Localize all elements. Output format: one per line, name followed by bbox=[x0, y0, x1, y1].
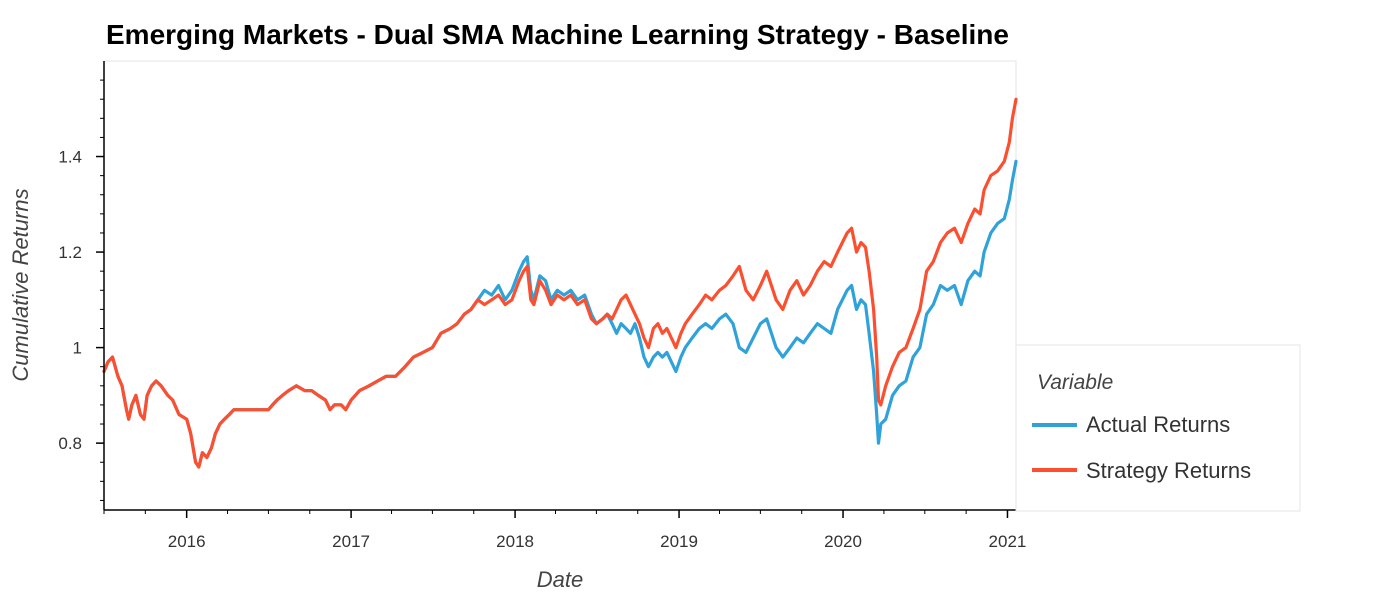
y-tick-label: 1.2 bbox=[58, 243, 82, 262]
legend-label-strategy-returns: Strategy Returns bbox=[1086, 458, 1251, 483]
x-tick-label: 2016 bbox=[168, 532, 206, 551]
y-minor-ticks bbox=[100, 79, 104, 501]
x-tick-label: 2017 bbox=[332, 532, 370, 551]
y-axis-label: Cumulative Returns bbox=[8, 188, 33, 381]
y-tick-label: 1.4 bbox=[58, 148, 82, 167]
x-minor-ticks bbox=[103, 510, 967, 514]
x-tick-label: 2021 bbox=[989, 532, 1027, 551]
series-line-strategy-returns bbox=[102, 97, 1018, 469]
y-tick-label: 1 bbox=[73, 339, 82, 358]
legend-box bbox=[1015, 344, 1301, 512]
legend-label-actual-returns: Actual Returns bbox=[1086, 412, 1230, 437]
series-layer bbox=[102, 97, 1018, 469]
y-tick-label: 0.8 bbox=[58, 434, 82, 453]
y-ticks: 0.8 1 1.2 1.4 bbox=[58, 148, 104, 453]
chart-title: Emerging Markets - Dual SMA Machine Lear… bbox=[106, 19, 1009, 50]
x-axis-label: Date bbox=[537, 567, 583, 592]
legend-title: Variable bbox=[1037, 371, 1113, 394]
x-ticks: 2016 2017 2018 2019 2020 2021 bbox=[168, 510, 1027, 551]
x-tick-label: 2019 bbox=[660, 532, 698, 551]
x-tick-label: 2020 bbox=[824, 532, 862, 551]
x-tick-label: 2018 bbox=[496, 532, 534, 551]
legend: Variable Actual Returns Strategy Returns bbox=[1015, 344, 1301, 512]
plot-area bbox=[103, 60, 1017, 511]
